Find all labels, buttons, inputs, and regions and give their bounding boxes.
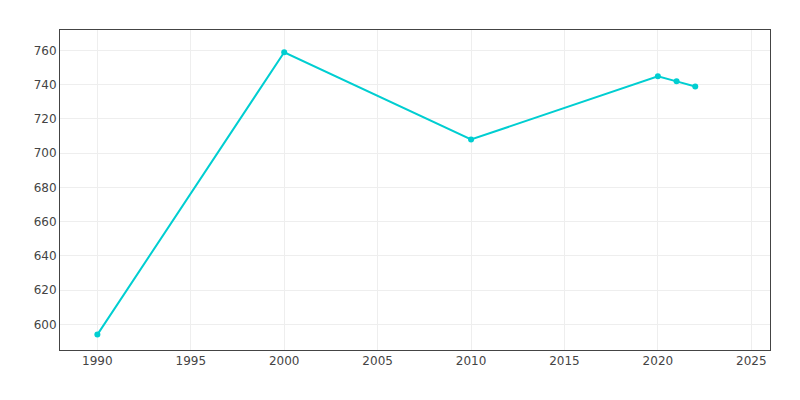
svg-text:680: 680	[34, 181, 57, 195]
svg-text:2010: 2010	[456, 354, 487, 368]
svg-text:620: 620	[34, 283, 57, 297]
svg-text:660: 660	[34, 215, 57, 229]
svg-text:2025: 2025	[736, 354, 767, 368]
svg-text:760: 760	[34, 44, 57, 58]
svg-text:740: 740	[34, 78, 57, 92]
svg-text:600: 600	[34, 318, 57, 332]
svg-text:2015: 2015	[549, 354, 580, 368]
svg-text:1995: 1995	[176, 354, 207, 368]
svg-text:2000: 2000	[269, 354, 300, 368]
svg-text:700: 700	[34, 146, 57, 160]
svg-text:640: 640	[34, 249, 57, 263]
svg-text:2020: 2020	[643, 354, 674, 368]
svg-text:720: 720	[34, 112, 57, 126]
svg-text:1990: 1990	[82, 354, 113, 368]
svg-text:2005: 2005	[362, 354, 393, 368]
